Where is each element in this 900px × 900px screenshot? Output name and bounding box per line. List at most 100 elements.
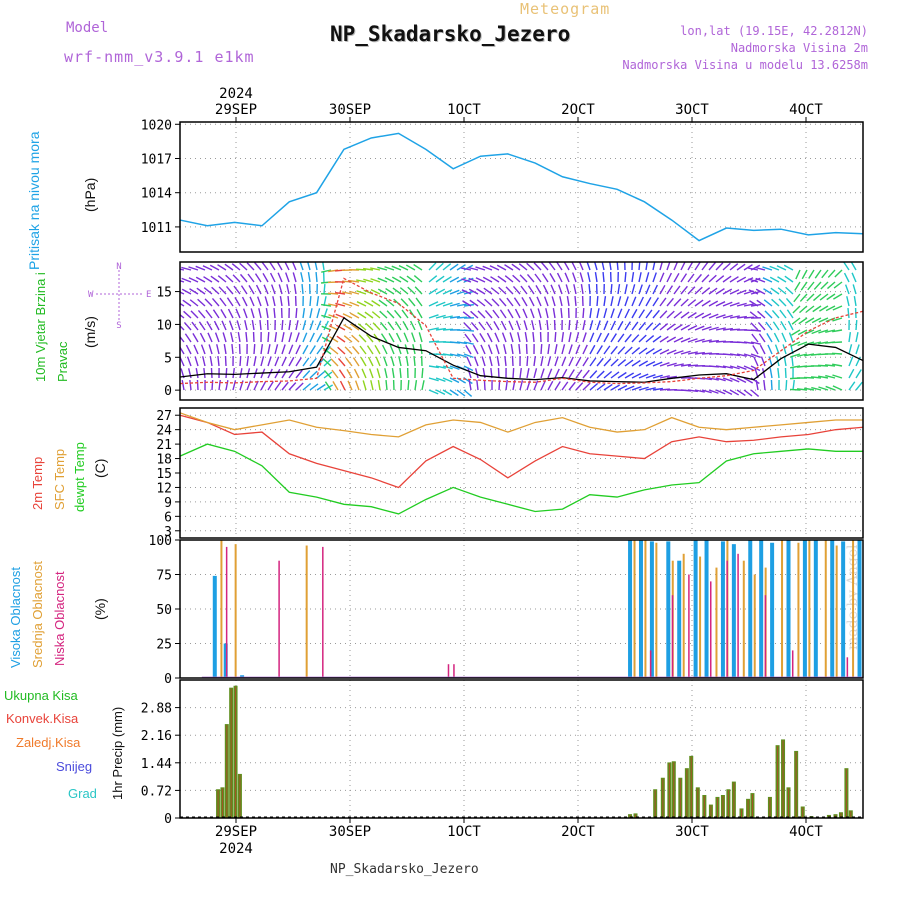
wind-arrow (263, 284, 269, 295)
wind-arrow (218, 286, 227, 295)
footer-station: NP_Skadarsko_Jezero (330, 862, 479, 877)
wind-arrow (645, 272, 650, 283)
top-date-label: 4OCT (789, 102, 823, 118)
wind-arrow (394, 309, 402, 319)
bottom-date-label: 29SEP (215, 824, 257, 840)
wind-arrow (381, 344, 388, 355)
wind-arrow (771, 309, 780, 319)
wind-arrow (826, 281, 836, 290)
wind-arrow (769, 265, 780, 271)
wind-arrow (616, 262, 619, 271)
wind-arrow (185, 344, 192, 355)
wind-arrow (596, 345, 603, 355)
wind-arrow (743, 303, 754, 307)
wind-arrow (309, 370, 318, 379)
temp2m-line (179, 414, 864, 489)
wind-arrow (481, 356, 486, 367)
wind-arrow (487, 344, 493, 355)
wind-arrow (818, 317, 829, 323)
wind-arrow (309, 345, 316, 355)
wind-arrow (402, 320, 409, 331)
wind-arrow (701, 326, 712, 331)
wind-arrow (359, 345, 367, 355)
station-title: NP_Skadarsko_Jezero (330, 22, 571, 46)
wind-arrow (687, 262, 694, 271)
wind-arrow (504, 275, 514, 283)
wind-arrow (763, 299, 773, 307)
wind-arrow (652, 284, 659, 295)
wind-arrow (673, 363, 684, 367)
wind-arrow (743, 341, 754, 345)
wind-arrow (336, 335, 346, 343)
wind-arrow (391, 276, 402, 283)
cloud-mid-bar (824, 540, 827, 678)
temp-ytick-label: 12 (156, 481, 172, 496)
wind-arrow (617, 320, 624, 331)
wind-arrow (224, 263, 234, 271)
wind-arrow (694, 273, 702, 283)
cloud-high-bar (857, 540, 862, 678)
wind-arrow (449, 289, 460, 295)
wind-arrow (309, 320, 314, 331)
wind-arrow (596, 357, 604, 367)
wind-arrow (798, 317, 808, 325)
wind-arrow (225, 380, 229, 391)
wind-arrow (533, 262, 542, 271)
precip-ytick-label: 2.88 (141, 702, 172, 717)
wind-arrow (568, 381, 576, 391)
wind-arrow (750, 322, 759, 331)
wind-arrow (482, 265, 493, 271)
wind-arrow (209, 264, 220, 271)
cloud-high-bar (693, 540, 698, 678)
wind-arrow (189, 379, 192, 391)
wind-arrow (316, 383, 326, 391)
wind-arrow (589, 382, 599, 391)
wind-arrow (818, 375, 829, 379)
wind-arrow (222, 332, 227, 343)
precip-conv-bar (662, 778, 664, 818)
wind-arrow (848, 356, 854, 367)
wind-arrow (428, 262, 437, 271)
wind-arrow (645, 284, 651, 295)
wind-arrow (435, 275, 445, 283)
cloud-high-bar (704, 540, 709, 678)
wind-arrow (521, 297, 528, 307)
wind-arrow (631, 372, 642, 379)
wind-arrow (474, 368, 479, 379)
wind-arrow (568, 332, 572, 343)
wind-arrow (203, 287, 213, 295)
wind-arrow (537, 308, 542, 319)
wind-arrow (442, 353, 453, 357)
wind-arrow (302, 332, 308, 343)
wind-arrow (594, 262, 598, 271)
wind-arrow (200, 344, 206, 355)
wind-arrow (401, 309, 409, 319)
cloud-low-bar (322, 546, 324, 678)
cloud-mid-bar (808, 540, 811, 678)
wind-arrow (534, 273, 542, 283)
wind-arrow (506, 297, 514, 307)
wind-arrow (797, 329, 808, 336)
wind-arrow (550, 284, 556, 295)
wind-arrow (482, 276, 493, 283)
wind-arrow (541, 273, 549, 283)
wind-ytick-label: 15 (156, 286, 172, 301)
wind-arrow (323, 320, 329, 331)
cloud-low-bar (737, 553, 739, 678)
wind-arrow (800, 281, 808, 291)
wind-arrow (435, 288, 446, 295)
wind-arrow (843, 272, 850, 283)
wind-arrow (210, 367, 213, 379)
wind-arrow (551, 296, 556, 307)
wind-arrow (188, 277, 199, 283)
wind-arrow (791, 329, 801, 336)
wind-arrow (548, 262, 556, 271)
wind-arrow (833, 281, 843, 289)
wind-arrow (520, 285, 528, 295)
wind-arrow (413, 355, 416, 367)
wind-arrow (645, 387, 656, 391)
wind-arrow (736, 365, 747, 370)
wind-arrow (241, 296, 248, 307)
wind-arrow (261, 262, 269, 271)
wind-arrow (395, 332, 402, 343)
